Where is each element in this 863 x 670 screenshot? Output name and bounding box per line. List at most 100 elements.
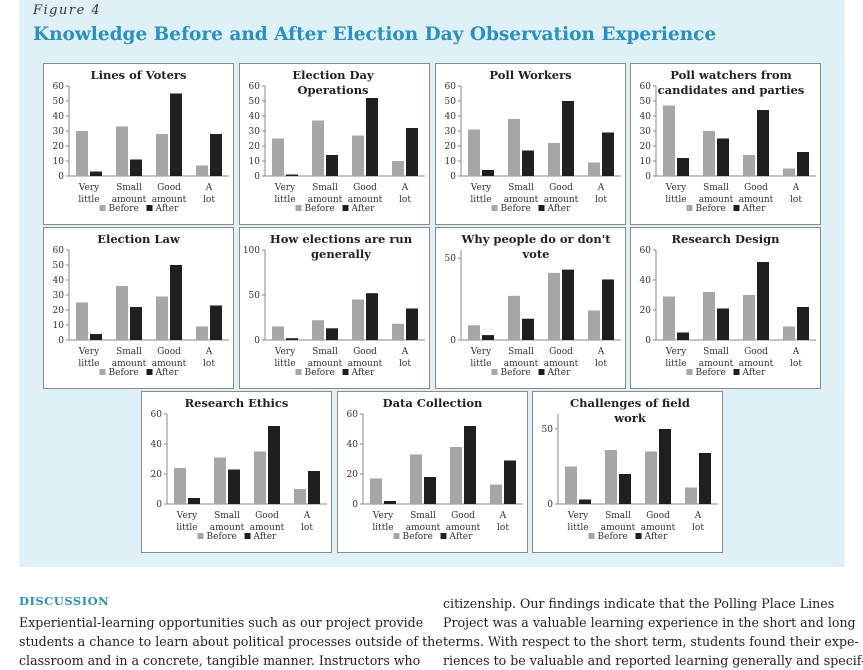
bar-after xyxy=(757,262,769,340)
category-label: amount xyxy=(112,195,147,205)
y-tick-label: 60 xyxy=(640,246,652,256)
y-tick-label: 60 xyxy=(445,82,457,92)
bar-after xyxy=(170,93,182,176)
legend-label-after: After xyxy=(351,368,376,378)
bar-before xyxy=(565,466,577,504)
category-label: amount xyxy=(641,523,676,533)
y-tick-label: 0 xyxy=(58,336,64,346)
y-tick-label: 0 xyxy=(645,336,651,346)
category-label: A xyxy=(792,347,800,357)
category-label: lot xyxy=(399,195,411,205)
category-label: Good xyxy=(549,183,573,193)
chart-svg: 0 20 40 60 Very little Small amount Good amount Al… xyxy=(640,246,816,378)
discussion-right-column: citizenship. Our findings indicate that … xyxy=(443,594,863,670)
y-tick-label: 40 xyxy=(53,112,65,122)
bar-after xyxy=(677,158,689,176)
bar-after xyxy=(384,501,396,504)
legend-swatch-after xyxy=(733,205,740,211)
y-tick-label: 0 xyxy=(58,172,64,182)
legend-swatch-before xyxy=(197,533,204,539)
chart-svg: 0 50 100 Very little Small amount Good amount Alo… xyxy=(243,246,425,378)
y-tick-label: 40 xyxy=(445,112,457,122)
text-line: citizenship. Our findings indicate that … xyxy=(443,596,835,611)
bar-before xyxy=(450,447,462,504)
legend-swatch-before xyxy=(295,205,302,211)
category-label: Good xyxy=(646,511,670,521)
y-tick-label: 60 xyxy=(53,246,65,256)
text-line: terms. With respect to the short term, s… xyxy=(443,634,859,649)
legend-label-after: After xyxy=(742,204,767,214)
legend-label-before: Before xyxy=(207,532,237,542)
bar-after xyxy=(717,308,729,340)
category-label: amount xyxy=(739,359,774,369)
y-tick-label: 20 xyxy=(151,470,163,480)
category-label: amount xyxy=(544,359,579,369)
category-label: little xyxy=(665,195,686,205)
bar-before xyxy=(312,120,324,176)
y-tick-label: 20 xyxy=(249,142,261,152)
category-label: A xyxy=(597,347,605,357)
bar-after xyxy=(308,471,320,504)
category-label: Very xyxy=(78,347,100,357)
y-tick-label: 30 xyxy=(53,291,65,301)
legend-label-before: Before xyxy=(403,532,433,542)
category-label: little xyxy=(372,523,393,533)
legend-swatch-before xyxy=(491,205,498,211)
bar-before xyxy=(548,143,560,176)
category-label: amount xyxy=(348,359,383,369)
bar-before xyxy=(196,326,208,340)
y-tick-label: 10 xyxy=(53,321,65,331)
bar-before xyxy=(254,451,266,504)
legend-label-before: Before xyxy=(109,204,139,214)
chart-svg: 0102030405060VerylittleSmallamountGoodam… xyxy=(249,82,425,214)
chart-title: How elections are run generally xyxy=(269,232,413,261)
bar-before xyxy=(703,292,715,340)
legend-label-before: Before xyxy=(109,368,139,378)
legend-label-before: Before xyxy=(696,204,726,214)
bar-after xyxy=(562,269,574,340)
category-label: amount xyxy=(504,195,539,205)
bar-after xyxy=(326,328,338,340)
chart-title: Research Design xyxy=(671,232,780,246)
bar-after xyxy=(464,426,476,504)
bar-after xyxy=(504,460,516,504)
legend-label-after: After xyxy=(547,368,572,378)
bar-after xyxy=(366,98,378,176)
legend-label-before: Before xyxy=(696,368,726,378)
bar-before xyxy=(116,126,128,176)
category-label: Small xyxy=(312,347,338,357)
y-tick-label: 50 xyxy=(640,97,652,107)
y-tick-label: 10 xyxy=(445,157,457,167)
bar-before xyxy=(272,138,284,176)
bar-before xyxy=(156,134,168,176)
discussion-heading: DISCUSSION xyxy=(19,594,110,608)
legend-swatch-before xyxy=(588,533,595,539)
y-tick-label: 30 xyxy=(249,127,261,137)
bar-before xyxy=(468,129,480,176)
category-label: Small xyxy=(410,511,436,521)
y-tick-label: 0 xyxy=(450,336,456,346)
y-tick-label: 50 xyxy=(249,291,261,301)
y-tick-label: 30 xyxy=(445,127,457,137)
bar-after xyxy=(482,335,494,340)
chart-title: Election Law xyxy=(97,232,180,246)
bar-before xyxy=(410,454,422,504)
category-label: amount xyxy=(308,359,343,369)
chart-panel: 0 10 20 30 40 50 60 Very little Small amount Good am… xyxy=(630,63,821,225)
chart-title: Why people do or don't vote xyxy=(461,232,611,261)
legend-swatch-after xyxy=(440,533,447,539)
legend-swatch-after xyxy=(146,205,153,211)
bar-after xyxy=(130,307,142,340)
discussion-left-column: Experiential-learning opportunities such… xyxy=(19,613,443,670)
y-tick-label: 20 xyxy=(347,470,359,480)
y-tick-label: 0 xyxy=(156,500,162,510)
legend-swatch-before xyxy=(686,369,693,375)
category-label: Good xyxy=(549,347,573,357)
category-label: lot xyxy=(790,359,802,369)
bar-after xyxy=(130,159,142,176)
category-label: A xyxy=(205,347,213,357)
bar-after xyxy=(286,174,298,176)
